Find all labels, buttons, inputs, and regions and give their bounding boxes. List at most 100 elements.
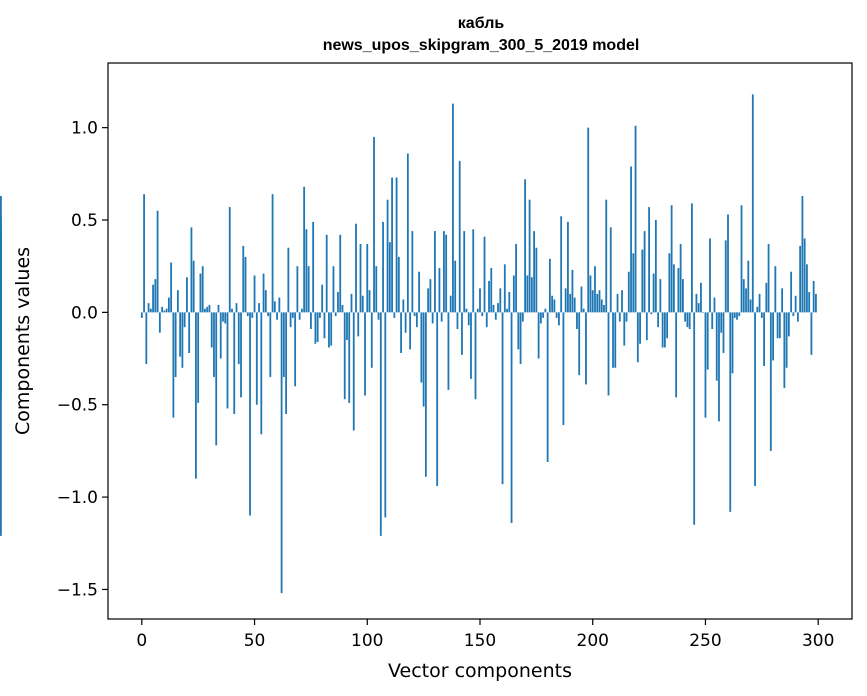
bar: [167, 297, 170, 313]
bar: [598, 290, 601, 313]
bar: [415, 312, 418, 328]
bar: [596, 293, 599, 313]
bar: [609, 227, 612, 313]
bar: [264, 290, 267, 313]
bar: [648, 207, 650, 313]
bar: [711, 312, 714, 329]
bar: [731, 312, 734, 374]
bar: [337, 292, 339, 313]
bar: [228, 207, 231, 313]
bar: [406, 153, 409, 313]
bar: [276, 312, 278, 320]
bar: [790, 271, 793, 313]
bar: [361, 295, 364, 313]
bar: [179, 312, 182, 357]
x-tick-label: 50: [244, 631, 266, 651]
bar: [163, 310, 166, 313]
bar: [515, 244, 517, 313]
bar: [754, 312, 756, 486]
bar: [305, 229, 308, 313]
bar: [636, 312, 639, 363]
bar: [528, 199, 531, 313]
bar: [578, 312, 581, 376]
bar: [785, 312, 788, 368]
bar: [244, 256, 247, 313]
bar: [781, 288, 784, 313]
bar: [420, 312, 423, 383]
bar: [147, 303, 150, 313]
bar: [763, 312, 765, 366]
bar: [143, 194, 145, 313]
bar: [334, 312, 337, 317]
bar: [176, 290, 179, 313]
bar: [684, 312, 687, 322]
bar: [296, 266, 299, 313]
bar: [461, 312, 463, 355]
bar: [271, 194, 274, 313]
bar: [154, 279, 157, 313]
bar: [467, 312, 470, 326]
bar: [190, 227, 193, 313]
bar: [709, 238, 711, 313]
bar: [156, 210, 159, 313]
bar: [454, 260, 457, 313]
bar: [400, 312, 402, 354]
bars-group: [0, 94, 817, 594]
bar: [285, 312, 288, 414]
bar: [727, 214, 729, 313]
bar: [213, 312, 215, 378]
bar: [219, 312, 222, 359]
x-ticks-group: 0 50 100 150 200 250 300: [136, 619, 834, 651]
bar: [729, 312, 732, 512]
bar: [718, 312, 720, 422]
bar: [233, 312, 236, 414]
bar: [645, 312, 648, 341]
bar: [706, 312, 709, 370]
bar: [382, 221, 384, 313]
bar: [485, 312, 488, 328]
x-tick-label: 100: [351, 631, 383, 651]
bar: [760, 312, 763, 318]
bar: [787, 312, 790, 337]
x-tick-label: 250: [689, 631, 721, 651]
x-tick-label: 300: [802, 631, 834, 651]
bar: [291, 312, 294, 318]
bar: [627, 271, 630, 313]
bar: [388, 242, 391, 313]
bar: [553, 299, 556, 313]
bar: [273, 301, 276, 313]
bar: [312, 221, 315, 313]
bar: [242, 245, 245, 313]
bar: [555, 312, 558, 318]
bar: [204, 308, 206, 313]
plot-frame: [107, 62, 853, 620]
x-tick-label: 150: [464, 631, 496, 651]
bar: [812, 280, 815, 313]
bar: [747, 260, 750, 313]
bar: [145, 312, 148, 365]
bar: [600, 299, 603, 313]
bar: [672, 264, 675, 313]
bar: [370, 312, 373, 368]
bar: [774, 266, 777, 313]
bar: [246, 312, 249, 317]
bar: [386, 199, 389, 313]
bar: [368, 290, 371, 313]
bar: [535, 247, 538, 313]
bar: [544, 308, 547, 313]
bar: [149, 308, 152, 313]
bar: [449, 295, 452, 313]
bar: [679, 244, 682, 313]
bar: [501, 312, 504, 485]
y-ticks-group: 1.0 0.5 0.0 −0.5 −1.0 −1.5: [57, 119, 108, 600]
bar: [686, 312, 689, 328]
bar: [803, 238, 806, 313]
bar: [654, 220, 657, 313]
bar: [346, 312, 348, 341]
bar: [328, 312, 330, 348]
bar: [249, 312, 251, 516]
bar: [237, 312, 240, 365]
bar: [693, 312, 696, 525]
bar: [688, 312, 691, 329]
